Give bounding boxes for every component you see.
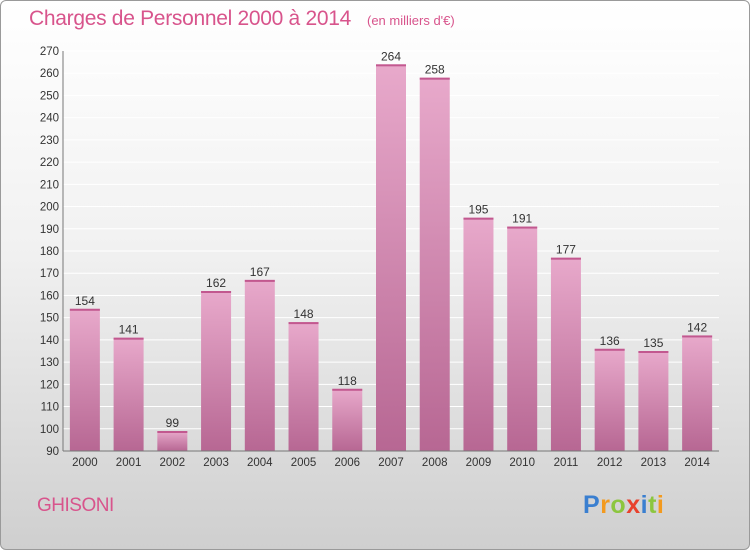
bar-top-edge (332, 388, 363, 391)
chart-subtitle: (en milliers d'€) (366, 13, 455, 28)
chart-title-text: Charges de Personnel 2000 à 2014 (29, 7, 351, 30)
bar-2003 (201, 291, 232, 451)
bars (69, 64, 713, 452)
data-label: 162 (206, 276, 226, 290)
bar-top-edge (638, 351, 669, 353)
proxiti-logo: Proxiti (583, 491, 664, 520)
bar-2004 (244, 279, 275, 451)
bar-2005 (288, 322, 319, 451)
bar-top-edge (594, 348, 625, 351)
data-label: 264 (381, 49, 401, 63)
x-tick-label: 2013 (641, 457, 667, 469)
logo-letter: r (600, 491, 611, 519)
y-axis-ticks: 90 100 110 120 130 140 150 160 170 180 190 200 210 22… (40, 46, 59, 458)
data-label: 258 (425, 63, 445, 77)
y-tick-label: 90 (46, 446, 59, 458)
x-tick-label: 2014 (684, 457, 710, 469)
bar-top-edge (69, 308, 100, 311)
y-tick-label: 130 (40, 357, 59, 369)
logo-letter: t (648, 491, 657, 519)
y-tick-label: 270 (40, 46, 59, 58)
y-tick-label: 250 (40, 90, 59, 102)
data-label: 191 (512, 212, 532, 226)
data-label: 118 (338, 374, 357, 388)
bar-2008 (419, 77, 450, 452)
data-label: 154 (75, 294, 95, 308)
bar-top-edge (201, 291, 232, 293)
bar-top-edge (244, 279, 275, 282)
y-tick-label: 200 (40, 202, 59, 214)
y-tick-label: 170 (40, 268, 59, 280)
logo-letter: o (610, 491, 627, 519)
y-tick-label: 260 (40, 68, 59, 80)
x-tick-label: 2010 (509, 457, 535, 469)
x-tick-label: 2006 (334, 457, 360, 469)
logo-letter: i (640, 491, 649, 519)
data-label: 142 (687, 320, 707, 334)
x-tick-label: 2005 (291, 457, 317, 469)
bar-2007 (376, 64, 406, 452)
bar-2002 (157, 431, 188, 451)
y-tick-label: 100 (40, 424, 59, 436)
data-label: 141 (119, 323, 139, 337)
bar-top-edge (376, 64, 406, 67)
bar-top-edge (288, 322, 319, 325)
y-tick-label: 240 (40, 113, 59, 125)
y-tick-label: 220 (40, 157, 59, 169)
bar-2010 (507, 226, 538, 451)
bar-2013 (638, 351, 669, 451)
logo-letter: i (656, 491, 665, 519)
data-label: 167 (250, 265, 270, 279)
bar-2006 (332, 388, 363, 451)
y-tick-label: 140 (40, 335, 59, 347)
x-tick-label: 2000 (72, 457, 98, 469)
y-tick-label: 180 (40, 246, 59, 258)
bar-2000 (69, 308, 100, 451)
x-tick-label: 2012 (597, 457, 623, 469)
data-labels: 154 141 99 162 167 148 118 264 258 195 191 177 136 13… (75, 49, 708, 430)
y-tick-label: 190 (40, 224, 59, 236)
x-tick-label: 2011 (554, 457, 579, 469)
bar-2001 (113, 337, 144, 451)
bar-2011 (550, 257, 581, 451)
data-label: 135 (643, 336, 663, 350)
x-tick-label: 2002 (160, 457, 186, 469)
bar-2009 (463, 217, 494, 451)
y-tick-label: 110 (41, 402, 59, 414)
x-tick-label: 2001 (116, 457, 142, 469)
location-name: GHISONI (37, 495, 114, 516)
bar-2014 (682, 335, 713, 451)
y-tick-label: 150 (40, 313, 59, 325)
data-label: 99 (166, 416, 180, 430)
bar-top-edge (507, 226, 538, 229)
bar-top-edge (157, 431, 188, 433)
x-tick-label: 2003 (203, 457, 229, 469)
data-label: 195 (468, 203, 488, 217)
x-tick-label: 2008 (422, 457, 448, 469)
logo-letter: x (626, 491, 641, 519)
bar-2012 (594, 348, 625, 451)
data-label: 136 (600, 334, 620, 348)
x-tick-label: 2009 (466, 457, 492, 469)
bar-top-edge (419, 77, 450, 80)
y-tick-label: 210 (40, 179, 59, 191)
chart-title: Charges de Personnel 2000 à 2014 (en mill… (29, 7, 455, 31)
y-tick-label: 160 (40, 290, 59, 302)
x-tick-label: 2004 (247, 457, 273, 469)
logo-letter: P (583, 491, 601, 519)
data-label: 148 (294, 307, 314, 321)
y-tick-label: 120 (40, 379, 59, 391)
data-label: 177 (556, 243, 576, 257)
y-tick-label: 230 (40, 135, 59, 147)
bar-top-edge (550, 257, 581, 260)
bar-top-edge (463, 217, 494, 220)
x-axis-ticks: 2000 2001 2002 2003 2004 2005 2006 2007 2008 2009… (72, 457, 710, 469)
bar-top-edge (113, 337, 144, 340)
x-tick-label: 2007 (378, 457, 404, 469)
bar-top-edge (682, 335, 713, 338)
